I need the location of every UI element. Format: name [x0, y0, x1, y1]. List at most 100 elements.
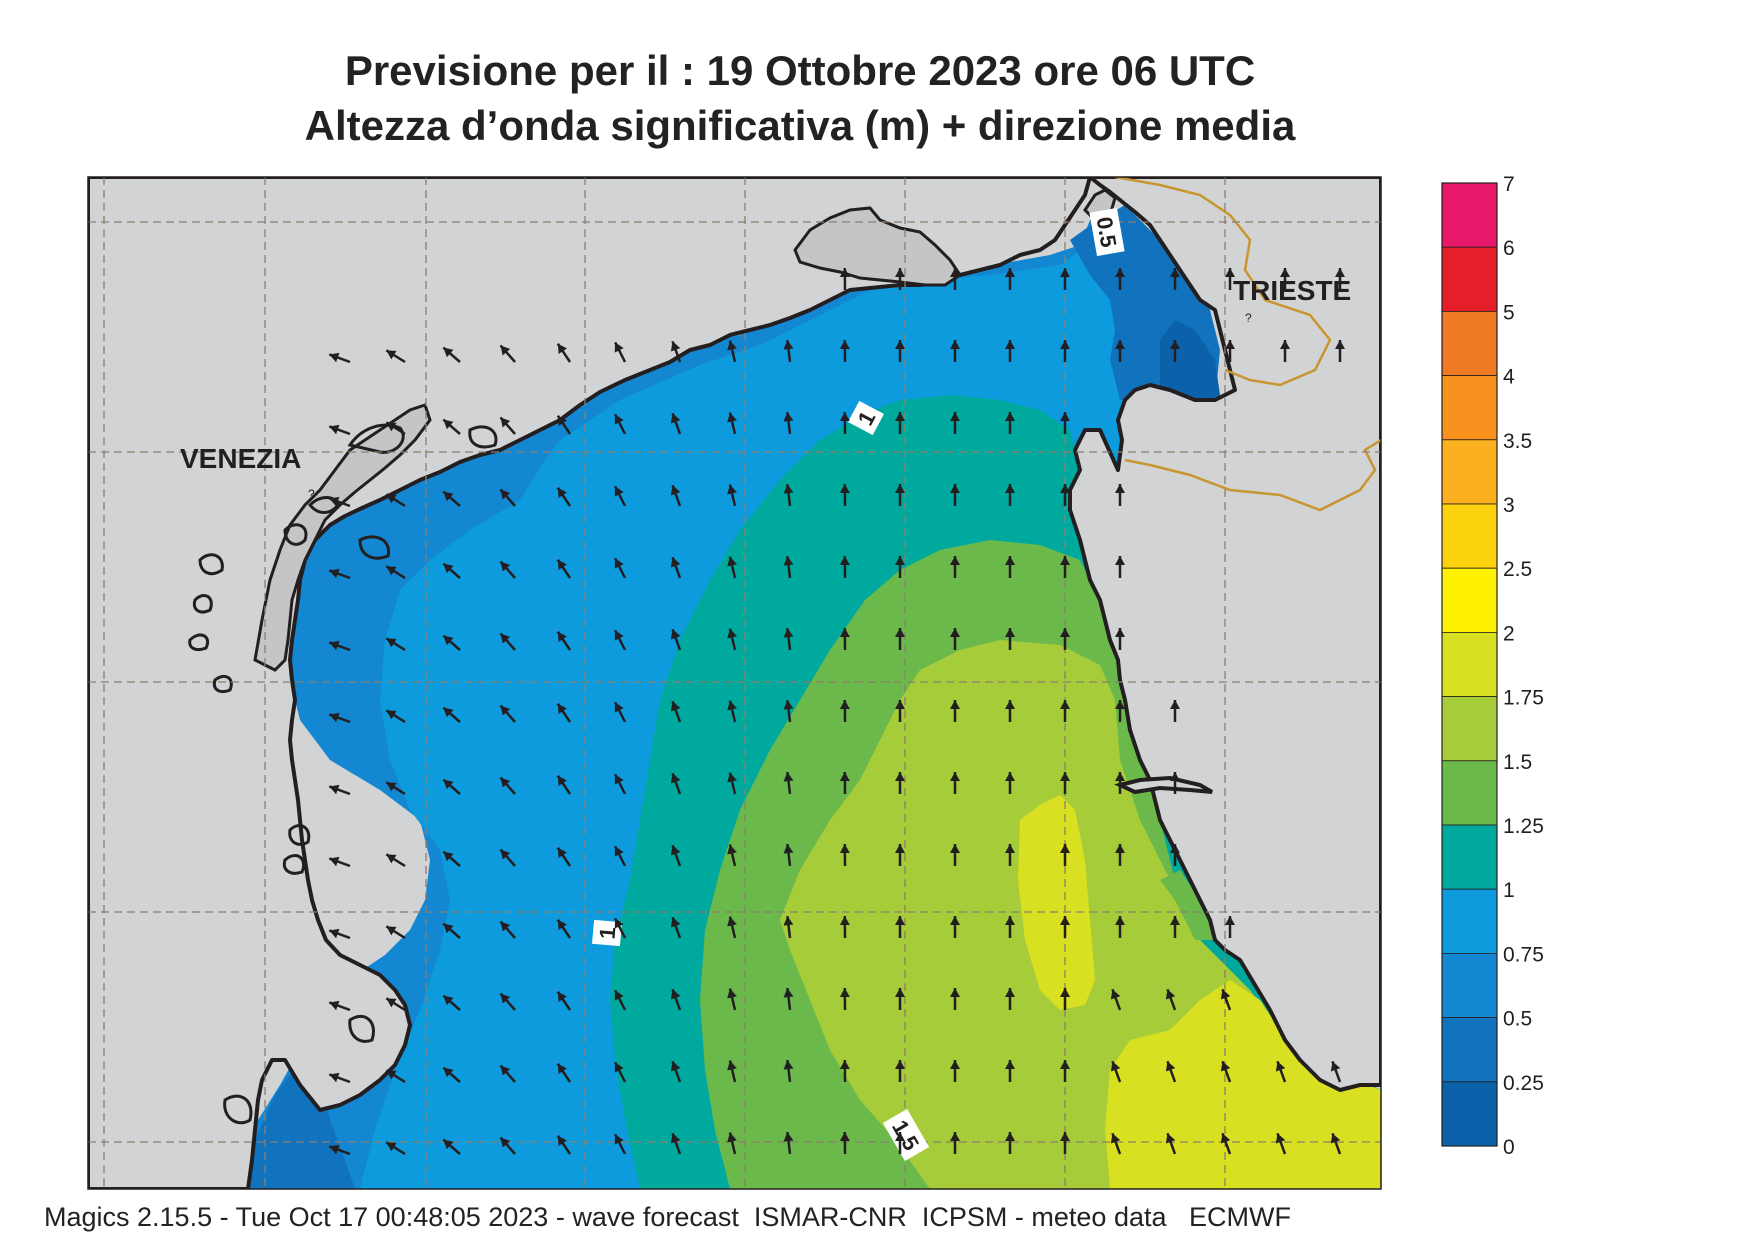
wave-arrow-head — [1005, 1060, 1015, 1069]
legend-swatch — [1441, 696, 1498, 762]
wave-arrow-head — [727, 772, 737, 783]
wave-arrow-head — [1165, 1061, 1176, 1072]
wave-arrow-head — [614, 774, 624, 785]
wave-arrow-head — [557, 487, 567, 498]
wave-arrow-head — [839, 772, 850, 782]
legend-swatch — [1441, 310, 1498, 376]
wave-arrow-head — [783, 628, 794, 638]
sea-band-0-25-sw — [248, 1060, 355, 1189]
wave-arrow-head — [783, 412, 794, 422]
wave-arrow-head — [1115, 268, 1125, 277]
wave-arrow-head — [500, 417, 511, 428]
wave-arrow-head — [1060, 628, 1070, 637]
wave-arrow-head — [950, 844, 960, 853]
wave-arrow-head — [329, 1072, 340, 1083]
graticule — [88, 177, 1381, 1189]
wave-arrow-head — [1170, 844, 1180, 853]
wave-arrow-head — [443, 491, 454, 502]
wave-arrow-head — [1165, 989, 1176, 1000]
wave-arrow-head — [614, 414, 624, 425]
legend-swatch — [1441, 182, 1498, 248]
legend-swatch — [1441, 439, 1498, 505]
wave-arrow-head — [557, 775, 567, 786]
place-label-venezia: VENEZIA — [180, 443, 301, 474]
wave-arrow-head — [329, 928, 340, 939]
wave-arrow-head — [727, 628, 737, 639]
wave-arrow-head — [386, 782, 397, 792]
wave-arrow-head — [950, 412, 960, 421]
wave-arrow-head — [839, 1060, 850, 1070]
wave-arrow-head — [895, 340, 905, 349]
wave-arrow-head — [443, 995, 454, 1006]
legend-swatch — [1441, 953, 1498, 1019]
wave-arrow-head — [386, 422, 397, 432]
wave-arrow-head — [950, 556, 960, 565]
wave-arrow-head — [1005, 1132, 1015, 1141]
wave-arrow-head — [727, 412, 737, 423]
wave-arrow-head — [783, 772, 794, 782]
contour-label-1-north: 1 — [848, 400, 884, 436]
wave-arrow-head — [557, 415, 567, 426]
wave-arrow-head — [1060, 340, 1070, 349]
color-legend: 7 6 5 4 3.5 3 2.5 2 1.75 1.5 1.25 1 0.75 0.5 0.25 0 — [1441, 173, 1544, 1159]
wave-arrow-head — [783, 340, 794, 350]
contour-label-1-south: 1 — [592, 919, 622, 947]
wave-arrow-head — [557, 703, 567, 714]
sea-band-1-75-south — [1105, 980, 1381, 1189]
wave-arrow-head — [386, 926, 397, 936]
wave-arrow-head — [443, 563, 454, 574]
wave-arrow-head — [839, 556, 850, 566]
wave-arrow-head — [386, 566, 397, 576]
legend-label: 5 — [1503, 301, 1515, 324]
wave-arrow-head — [783, 1060, 794, 1070]
wave-arrow-head — [386, 998, 397, 1008]
wave-arrow-head — [895, 1132, 905, 1141]
legend-swatch — [1441, 1017, 1498, 1083]
contour-label-text: 1 — [595, 926, 621, 940]
legend-swatch — [1441, 503, 1498, 569]
wave-arrow-head — [1115, 844, 1125, 853]
wave-arrow-head — [1280, 340, 1290, 349]
wave-arrow-head — [895, 1060, 905, 1069]
wave-arrow-head — [386, 1070, 397, 1080]
venezia-marker: ? — [308, 487, 315, 501]
wave-arrow-head — [895, 988, 905, 997]
wave-arrow-head — [1115, 340, 1125, 349]
wave-arrow-head — [443, 707, 454, 718]
wave-arrow-head — [1005, 556, 1015, 565]
wave-arrow-head — [1060, 1132, 1070, 1141]
wave-arrow-head — [1225, 340, 1235, 349]
wave-arrow-head — [670, 629, 681, 640]
wave-arrow-head — [783, 988, 794, 998]
legend-label: 1.5 — [1503, 751, 1532, 774]
legend-label: 1.25 — [1503, 815, 1544, 838]
wave-arrow-head — [1280, 268, 1290, 277]
wave-arrow-head — [1225, 268, 1235, 277]
wave-arrow-head — [950, 1132, 960, 1141]
wave-arrow-head — [614, 1134, 624, 1145]
wave-arrow-head — [329, 352, 340, 363]
legend-frame — [1441, 182, 1498, 1147]
wave-arrow-head — [443, 923, 454, 934]
wave-arrow-head — [1115, 484, 1125, 493]
map-subtitle: Altezza d’onda significativa (m) + direz… — [304, 102, 1296, 149]
wave-arrow-head — [670, 701, 681, 712]
legend-label: 0.75 — [1503, 943, 1544, 966]
wave-arrow-head — [443, 347, 454, 358]
wave-arrow-head — [614, 990, 624, 1001]
wave-arrow-head — [895, 484, 905, 493]
wave-arrow-head — [950, 268, 960, 277]
land-spit-east — [1114, 775, 1214, 795]
wave-arrow-head — [1170, 340, 1180, 349]
legend-swatch — [1441, 567, 1498, 633]
wave-arrow-head — [557, 343, 567, 354]
wave-arrow-head — [783, 700, 794, 710]
wave-arrow-head — [727, 988, 737, 999]
wave-arrow-head — [839, 844, 850, 854]
wave-arrow-head — [329, 496, 340, 507]
wave-arrow-head — [614, 918, 624, 929]
wave-arrow-head — [1060, 916, 1070, 925]
wave-arrow-head — [839, 1132, 850, 1142]
legend-swatch — [1441, 375, 1498, 441]
wave-arrow-head — [614, 486, 624, 497]
